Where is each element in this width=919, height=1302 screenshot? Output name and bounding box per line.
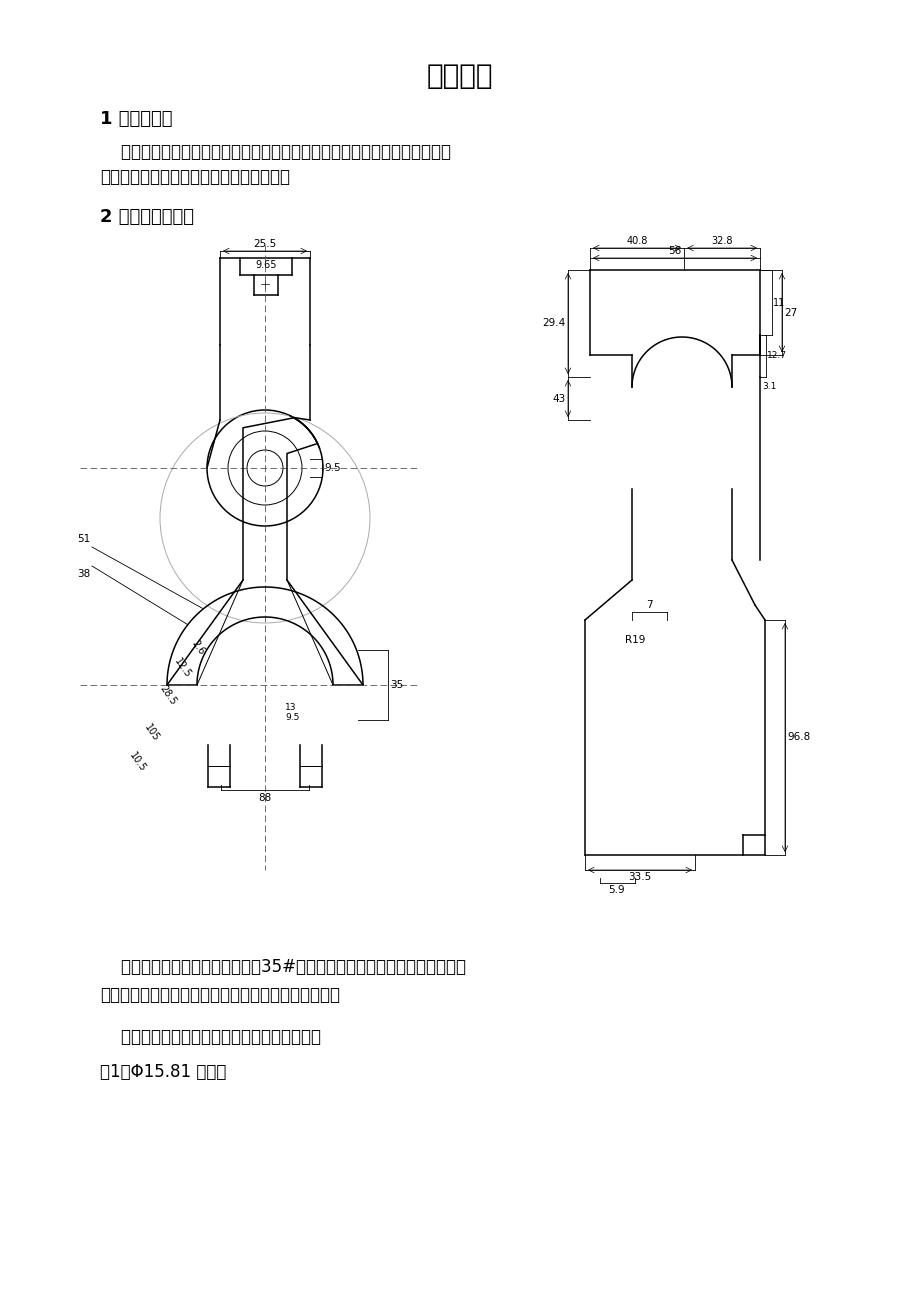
- Text: 88: 88: [258, 793, 271, 803]
- Text: 题目所给定的零件是变速器换档叉，如下图所示。它位于传动轴的端部，主: 题目所给定的零件是变速器换档叉，如下图所示。它位于传动轴的端部，主: [100, 143, 450, 161]
- Text: 12.7: 12.7: [766, 352, 786, 361]
- Text: 9.5: 9.5: [285, 713, 299, 723]
- Text: 56: 56: [667, 246, 681, 256]
- Text: 由零件图可知，该零件的材料为35#钢，锻造成型，由零件的尺寸公差选择: 由零件图可知，该零件的材料为35#钢，锻造成型，由零件的尺寸公差选择: [100, 958, 466, 976]
- Text: 5.9: 5.9: [608, 885, 625, 894]
- Text: 40.8: 40.8: [626, 236, 647, 246]
- Text: 27: 27: [783, 307, 797, 318]
- Text: 9.5: 9.5: [323, 464, 340, 473]
- Text: 96.8: 96.8: [786, 733, 810, 742]
- Text: 105: 105: [142, 723, 161, 743]
- Text: 12.5: 12.5: [173, 656, 193, 680]
- Text: 10.5: 10.5: [128, 750, 148, 773]
- Text: 11: 11: [772, 297, 785, 307]
- Text: 1 零件的作用: 1 零件的作用: [100, 109, 173, 128]
- Text: 32.8: 32.8: [710, 236, 732, 246]
- Text: 模锻加工成型，保证不加工表面达到要求的尺寸公差。: 模锻加工成型，保证不加工表面达到要求的尺寸公差。: [100, 986, 340, 1004]
- Text: 零件分析: 零件分析: [426, 62, 493, 90]
- Text: 38: 38: [76, 569, 90, 579]
- Text: 25.5: 25.5: [253, 240, 277, 249]
- Text: 9.65: 9.65: [255, 260, 277, 270]
- Text: 51: 51: [76, 534, 90, 544]
- Text: 13: 13: [285, 703, 296, 711]
- Text: 28.5: 28.5: [157, 684, 178, 707]
- Text: （1）Φ15.81 的孔。: （1）Φ15.81 的孔。: [100, 1062, 226, 1081]
- Text: 29.4: 29.4: [542, 319, 565, 328]
- Text: 33.5: 33.5: [628, 872, 651, 881]
- Text: R19: R19: [624, 635, 644, 644]
- Text: 2.6: 2.6: [189, 639, 206, 658]
- Text: 2 零件的工艺分析: 2 零件的工艺分析: [100, 208, 194, 227]
- Text: 该零件需要加工的表面可大致分为以下四类：: 该零件需要加工的表面可大致分为以下四类：: [100, 1029, 321, 1046]
- Text: 7: 7: [645, 600, 652, 611]
- Text: 3.1: 3.1: [761, 381, 776, 391]
- Text: 35: 35: [390, 680, 403, 690]
- Text: 要作用是换挡。使变速器获得换档的动力。: 要作用是换挡。使变速器获得换档的动力。: [100, 168, 289, 186]
- Text: 43: 43: [552, 393, 565, 404]
